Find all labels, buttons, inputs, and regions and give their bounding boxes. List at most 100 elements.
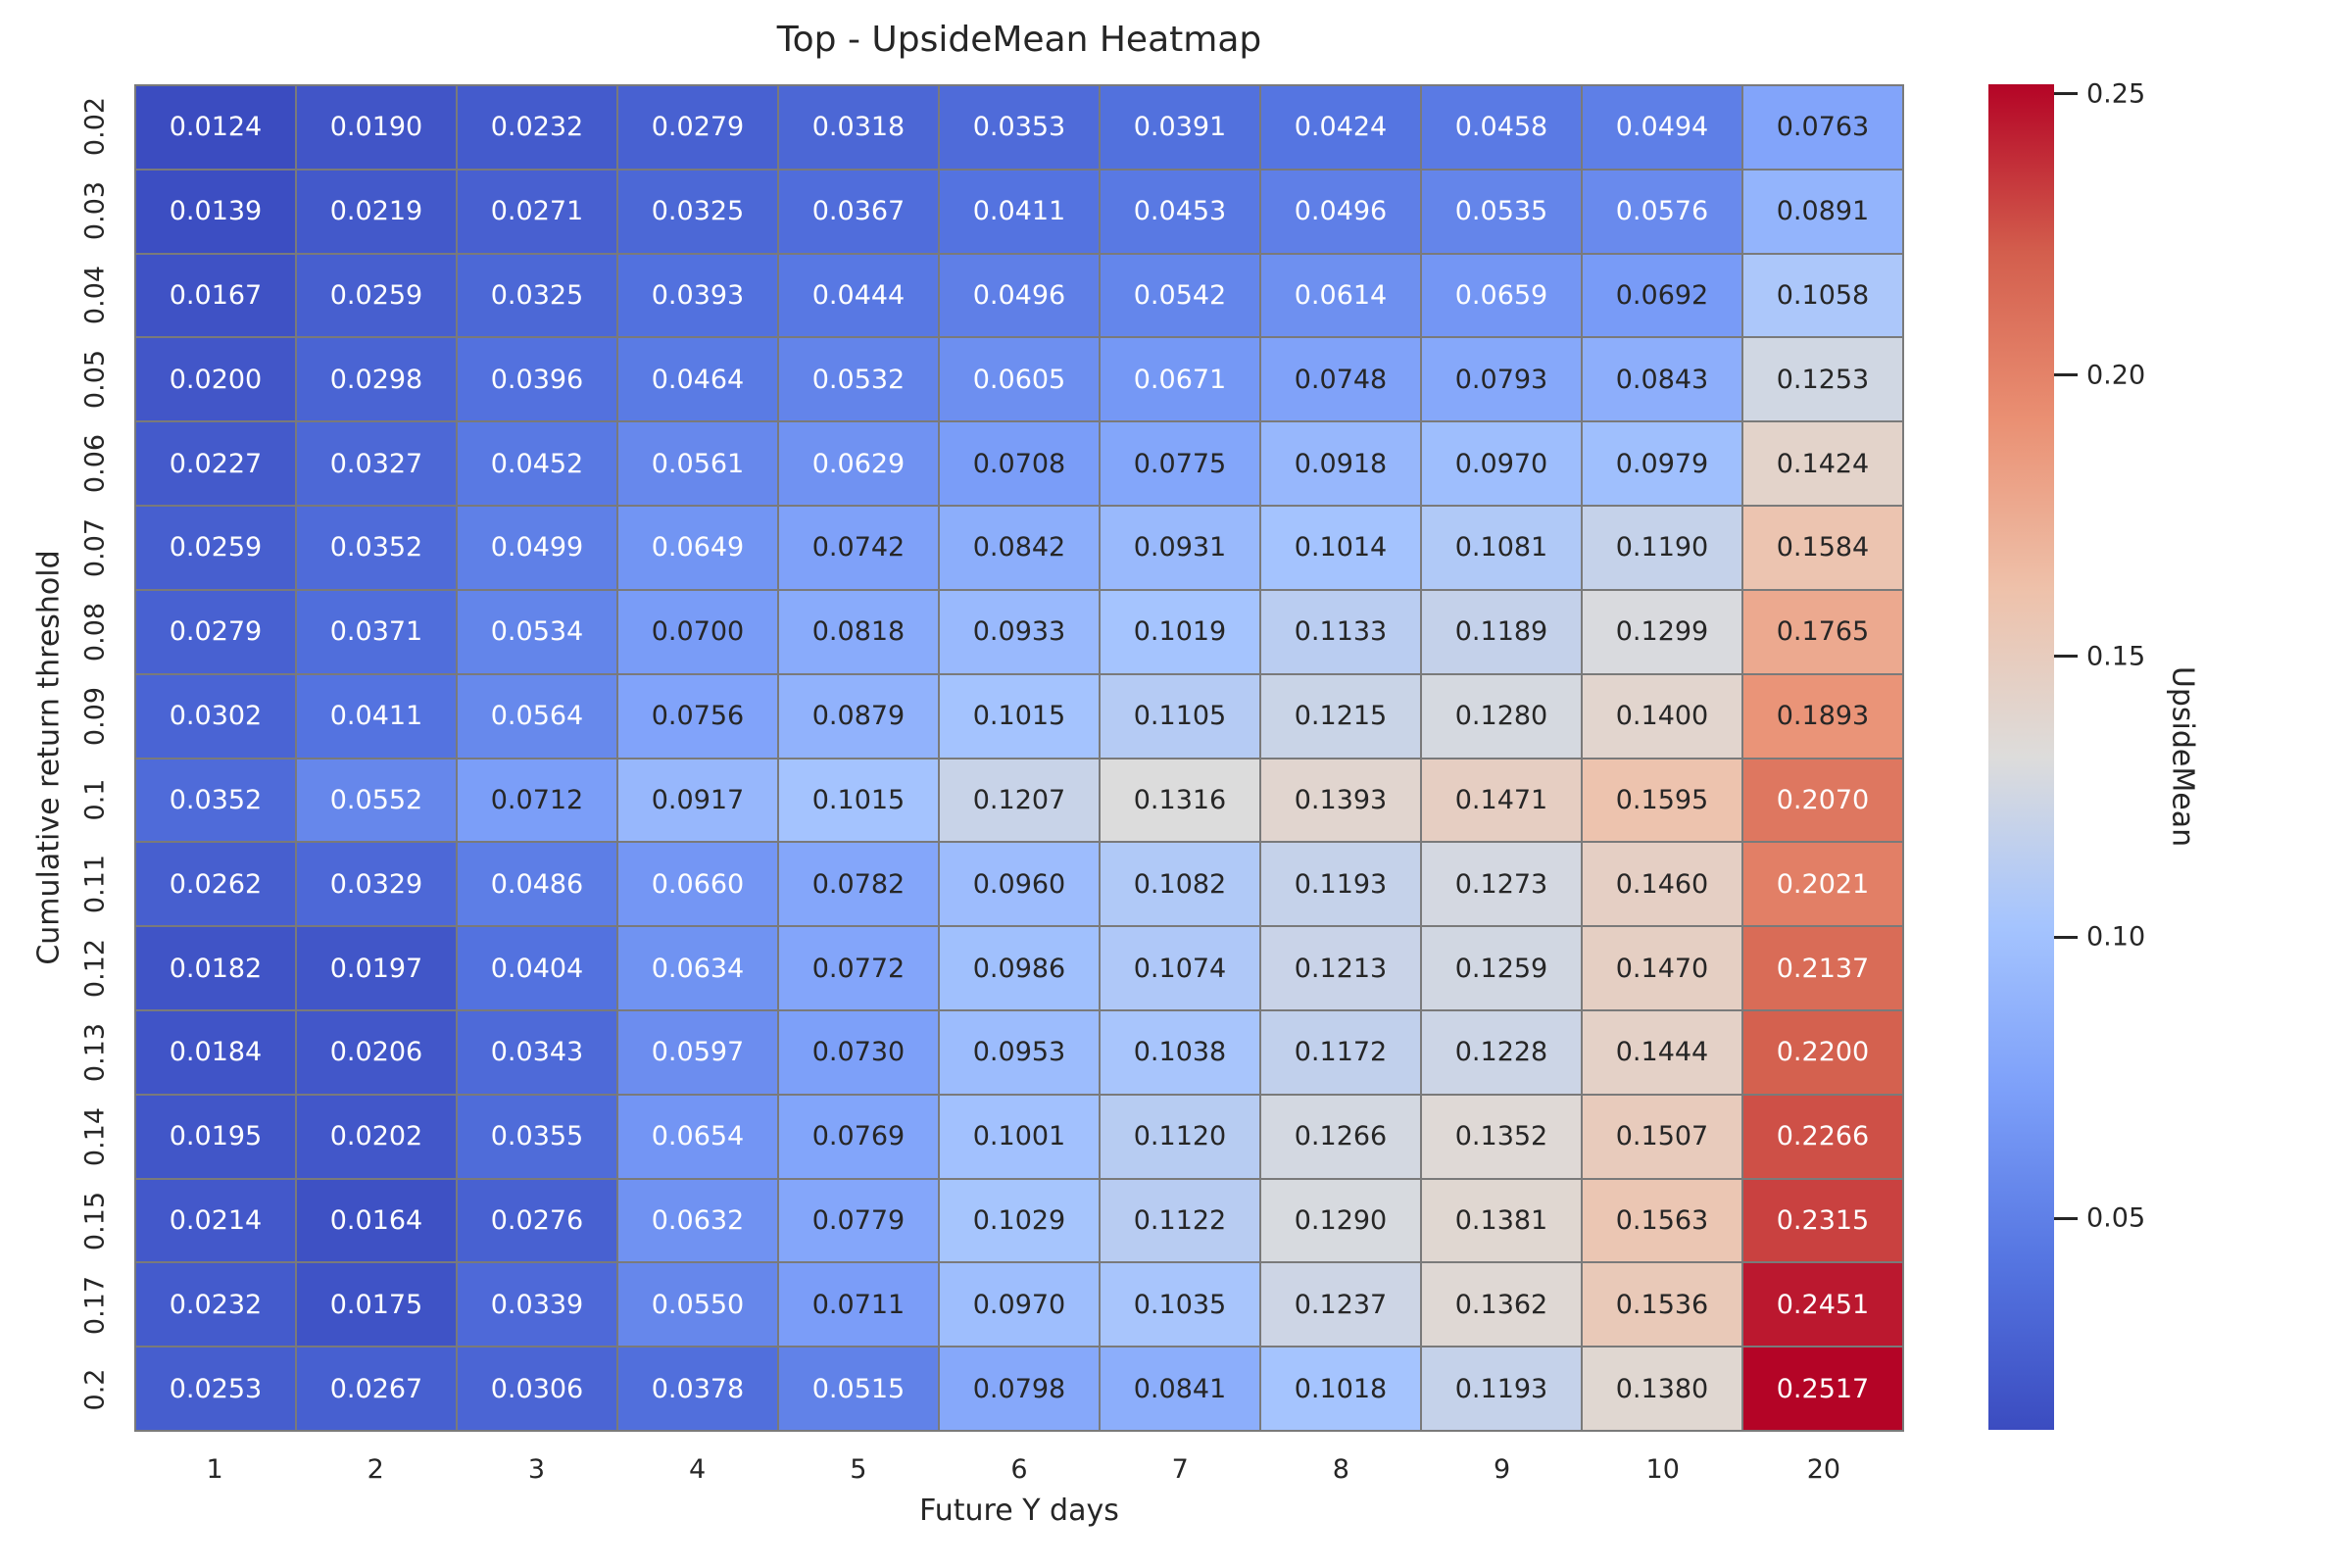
heatmap-cell: 0.0276: [458, 1179, 616, 1262]
heatmap-cell: 0.0195: [136, 1095, 295, 1178]
heatmap-cell: 0.1058: [1743, 254, 1902, 337]
heatmap-cell: 0.0798: [940, 1348, 1099, 1430]
heatmap-cell: 0.0597: [618, 1010, 777, 1094]
y-tick-label: 0.04: [79, 265, 111, 324]
x-tick-label: 9: [1493, 1454, 1511, 1485]
heatmap-cell: 0.1253: [1743, 338, 1902, 421]
heatmap-grid: 0.0124 0.0190 0.0232 0.0279 0.0318 0.0353 0.03…: [134, 84, 1904, 1432]
heatmap-cell: 0.0917: [618, 759, 777, 842]
heatmap-cell: 0.0190: [297, 86, 456, 169]
heatmap-cell: 0.1471: [1422, 759, 1581, 842]
heatmap-cell: 0.0424: [1261, 86, 1420, 169]
colorbar-tick-mark: [2054, 373, 2078, 377]
heatmap-cell: 0.1290: [1261, 1179, 1420, 1262]
heatmap-cell: 0.1352: [1422, 1095, 1581, 1178]
x-tick-label: 6: [1010, 1454, 1028, 1485]
heatmap-cell: 0.1444: [1583, 1010, 1741, 1094]
heatmap-cell: 0.0742: [779, 507, 938, 589]
y-tick-label: 0.08: [79, 602, 111, 662]
y-tick-label: 0.11: [79, 855, 111, 914]
colorbar: 0.05 0.10 0.15 0.20 0.25: [1988, 78, 2145, 1430]
heatmap-cell: 0.1193: [1261, 843, 1420, 926]
colorbar-tick-mark: [2054, 935, 2078, 939]
heatmap-cell: 0.0453: [1101, 170, 1259, 253]
heatmap-cell: 0.0139: [136, 170, 295, 253]
colorbar-tick-label: 0.25: [2086, 78, 2146, 110]
heatmap-cell: 0.0842: [940, 507, 1099, 589]
heatmap-cell: 0.1393: [1261, 759, 1420, 842]
heatmap-cell: 0.1001: [940, 1095, 1099, 1178]
heatmap-cell: 0.0353: [940, 86, 1099, 169]
colorbar-label: UpsideMean: [2165, 665, 2200, 848]
heatmap-cell: 0.1380: [1583, 1348, 1741, 1430]
heatmap-cell: 0.2137: [1743, 927, 1902, 1009]
heatmap-cell: 0.0206: [297, 1010, 456, 1094]
heatmap-cell: 0.0371: [297, 590, 456, 673]
heatmap-cell: 0.1259: [1422, 927, 1581, 1009]
heatmap-cell: 0.1213: [1261, 927, 1420, 1009]
heatmap-cell: 0.0355: [458, 1095, 616, 1178]
y-tick-label: 0.17: [79, 1276, 111, 1336]
heatmap-cell: 0.0464: [618, 338, 777, 421]
heatmap-cell: 0.1316: [1101, 759, 1259, 842]
x-tick-label: 20: [1806, 1454, 1841, 1485]
heatmap-cell: 0.0730: [779, 1010, 938, 1094]
heatmap-cell: 0.0486: [458, 843, 616, 926]
heatmap-cell: 0.0267: [297, 1348, 456, 1430]
heatmap-cell: 0.1133: [1261, 590, 1420, 673]
heatmap-cell: 0.1460: [1583, 843, 1741, 926]
chart-title: Top - UpsideMean Heatmap: [776, 20, 1262, 60]
heatmap-cell: 0.0259: [136, 507, 295, 589]
heatmap-cell: 0.0748: [1261, 338, 1420, 421]
heatmap-cell: 0.0452: [458, 422, 616, 506]
heatmap-cell: 0.0933: [940, 590, 1099, 673]
heatmap-cell: 0.0202: [297, 1095, 456, 1178]
heatmap-cell: 0.1381: [1422, 1179, 1581, 1262]
heatmap-cell: 0.0841: [1101, 1348, 1259, 1430]
heatmap-cell: 0.0576: [1583, 170, 1741, 253]
heatmap-cell: 0.0979: [1583, 422, 1741, 506]
heatmap-cell: 0.0632: [618, 1179, 777, 1262]
heatmap-cell: 0.1189: [1422, 590, 1581, 673]
heatmap-cell: 0.0197: [297, 927, 456, 1009]
heatmap-cell: 0.0659: [1422, 254, 1581, 337]
heatmap-cell: 0.0259: [297, 254, 456, 337]
heatmap-cell: 0.0535: [1422, 170, 1581, 253]
heatmap-cell: 0.0711: [779, 1263, 938, 1347]
heatmap-cell: 0.2517: [1743, 1348, 1902, 1430]
heatmap-cell: 0.0232: [458, 86, 616, 169]
colorbar-tick-label: 0.15: [2086, 641, 2146, 671]
colorbar-tick-mark: [2054, 1216, 2078, 1220]
heatmap-cell: 0.2021: [1743, 843, 1902, 926]
heatmap-cell: 0.0271: [458, 170, 616, 253]
heatmap-cell: 0.0550: [618, 1263, 777, 1347]
heatmap-cell: 0.0879: [779, 674, 938, 758]
heatmap-cell: 0.0327: [297, 422, 456, 506]
heatmap-cell: 0.0986: [940, 927, 1099, 1009]
heatmap-cell: 0.0396: [458, 338, 616, 421]
heatmap-cell: 0.1362: [1422, 1263, 1581, 1347]
heatmap-cell: 0.0629: [779, 422, 938, 506]
heatmap-cell: 0.0302: [136, 674, 295, 758]
heatmap-cell: 0.1207: [940, 759, 1099, 842]
heatmap-cell: 0.0496: [1261, 170, 1420, 253]
heatmap-cell: 0.1074: [1101, 927, 1259, 1009]
y-tick-label: 0.12: [79, 939, 111, 999]
y-tick-label: 0.15: [79, 1192, 111, 1251]
heatmap-cell: 0.0552: [297, 759, 456, 842]
heatmap-cell: 0.0444: [779, 254, 938, 337]
heatmap-cell: 0.1082: [1101, 843, 1259, 926]
colorbar-tick-label: 0.10: [2086, 921, 2146, 953]
heatmap-cell: 0.0769: [779, 1095, 938, 1178]
heatmap-cell: 0.0253: [136, 1348, 295, 1430]
heatmap-cell: 0.0793: [1422, 338, 1581, 421]
heatmap-cell: 0.0970: [940, 1263, 1099, 1347]
heatmap-cell: 0.0458: [1422, 86, 1581, 169]
y-tick-label: 0.05: [79, 349, 111, 409]
heatmap-cell: 0.0404: [458, 927, 616, 1009]
heatmap-cell: 0.0367: [779, 170, 938, 253]
heatmap-cell: 0.1400: [1583, 674, 1741, 758]
heatmap-cell: 0.1029: [940, 1179, 1099, 1262]
heatmap-cell: 0.1893: [1743, 674, 1902, 758]
heatmap-cell: 0.0756: [618, 674, 777, 758]
